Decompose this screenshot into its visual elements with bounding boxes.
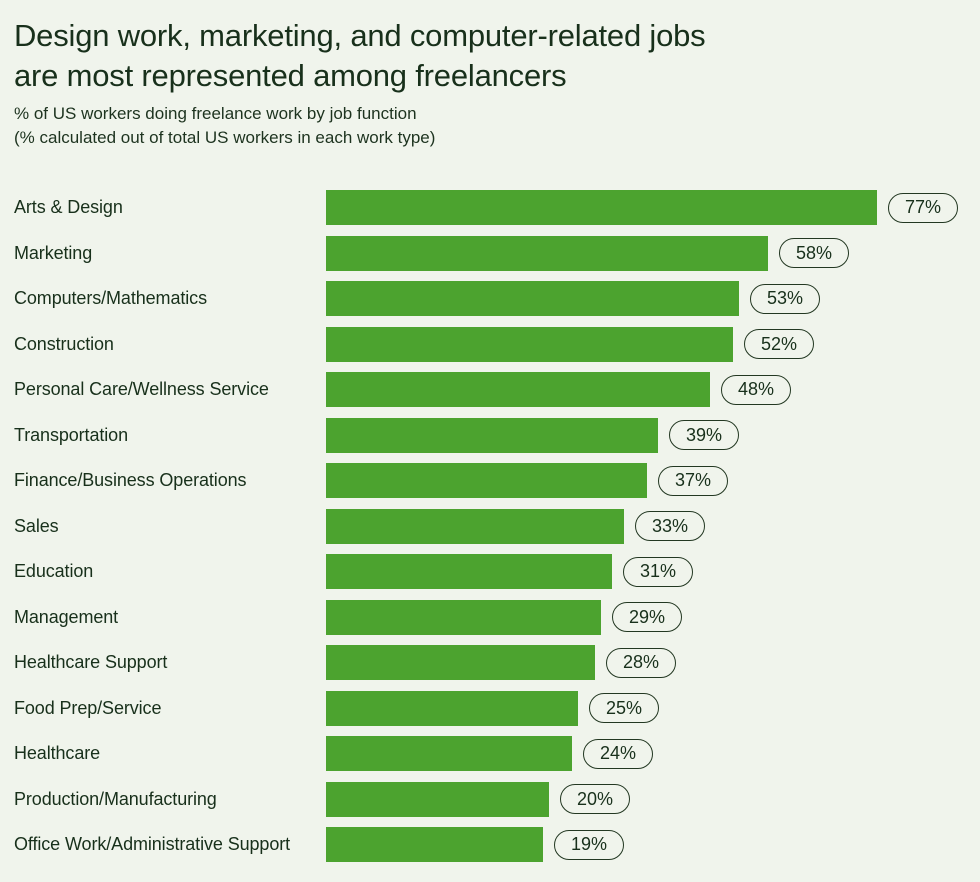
chart-row: Education 31% — [0, 549, 980, 595]
bar — [326, 417, 658, 453]
category-label: Arts & Design — [14, 197, 123, 218]
bar — [326, 781, 549, 817]
chart-row: Healthcare Support 28% — [0, 640, 980, 686]
value-pill: 33% — [635, 511, 705, 542]
chart-row: Production/Manufacturing 20% — [0, 777, 980, 823]
bar — [326, 645, 595, 681]
chart-row: Transportation 39% — [0, 413, 980, 459]
category-label: Transportation — [14, 424, 128, 445]
category-label: Computers/Mathematics — [14, 288, 207, 309]
value-pill: 19% — [554, 829, 624, 860]
chart-title-line-1: Design work, marketing, and computer-rel… — [14, 18, 706, 53]
bar-rows: Arts & Design 77% Marketing 58% Computer… — [0, 185, 980, 868]
category-label: Management — [14, 606, 119, 627]
chart-row: Healthcare 24% — [0, 731, 980, 777]
value-pill: 29% — [612, 602, 682, 633]
chart-row: Construction 52% — [0, 322, 980, 368]
bar — [326, 508, 624, 544]
bar — [326, 235, 768, 271]
category-label: Marketing — [14, 242, 93, 263]
chart-row: Office Work/Administrative Support 19% — [0, 822, 980, 868]
chart-row: Arts & Design 77% — [0, 185, 980, 231]
value-pill: 20% — [560, 784, 630, 815]
bar — [326, 190, 877, 226]
chart-subtitle-line-2: (% calculated out of total US workers in… — [14, 128, 436, 147]
chart-title-line-2: are most represented among freelancers — [14, 58, 567, 93]
value-pill: 48% — [721, 374, 791, 405]
category-label: Construction — [14, 333, 114, 354]
chart-row: Marketing 58% — [0, 231, 980, 277]
category-label: Education — [14, 561, 94, 582]
chart-row: Personal Care/Wellness Service 48% — [0, 367, 980, 413]
category-label: Office Work/Administrative Support — [14, 834, 291, 855]
bar — [326, 599, 601, 635]
category-label: Healthcare Support — [14, 652, 168, 673]
value-pill: 37% — [658, 465, 728, 496]
bar — [326, 372, 710, 408]
value-pill: 52% — [744, 329, 814, 360]
category-label: Production/Manufacturing — [14, 788, 217, 809]
chart-header: Design work, marketing, and computer-rel… — [14, 16, 706, 150]
value-pill: 25% — [589, 693, 659, 724]
bar — [326, 690, 578, 726]
category-label: Personal Care/Wellness Service — [14, 379, 269, 400]
bar — [326, 463, 647, 499]
chart-row: Computers/Mathematics 53% — [0, 276, 980, 322]
bar — [326, 736, 572, 772]
chart-subtitle-line-1: % of US workers doing freelance work by … — [14, 104, 417, 123]
bar — [326, 554, 612, 590]
value-pill: 58% — [779, 238, 849, 269]
chart-row: Management 29% — [0, 595, 980, 641]
value-pill: 77% — [888, 192, 958, 223]
chart-row: Food Prep/Service 25% — [0, 686, 980, 732]
value-pill: 53% — [750, 283, 820, 314]
bar — [326, 827, 543, 863]
value-pill: 24% — [583, 738, 653, 769]
category-label: Healthcare — [14, 743, 101, 764]
chart-row: Finance/Business Operations 37% — [0, 458, 980, 504]
category-label: Sales — [14, 515, 59, 536]
value-pill: 28% — [606, 647, 676, 678]
category-label: Finance/Business Operations — [14, 470, 247, 491]
bar — [326, 326, 733, 362]
value-pill: 31% — [623, 556, 693, 587]
chart-row: Sales 33% — [0, 504, 980, 550]
chart-subtitle: % of US workers doing freelance work by … — [14, 102, 705, 150]
bar — [326, 281, 739, 317]
value-pill: 39% — [669, 420, 739, 451]
category-label: Food Prep/Service — [14, 697, 162, 718]
